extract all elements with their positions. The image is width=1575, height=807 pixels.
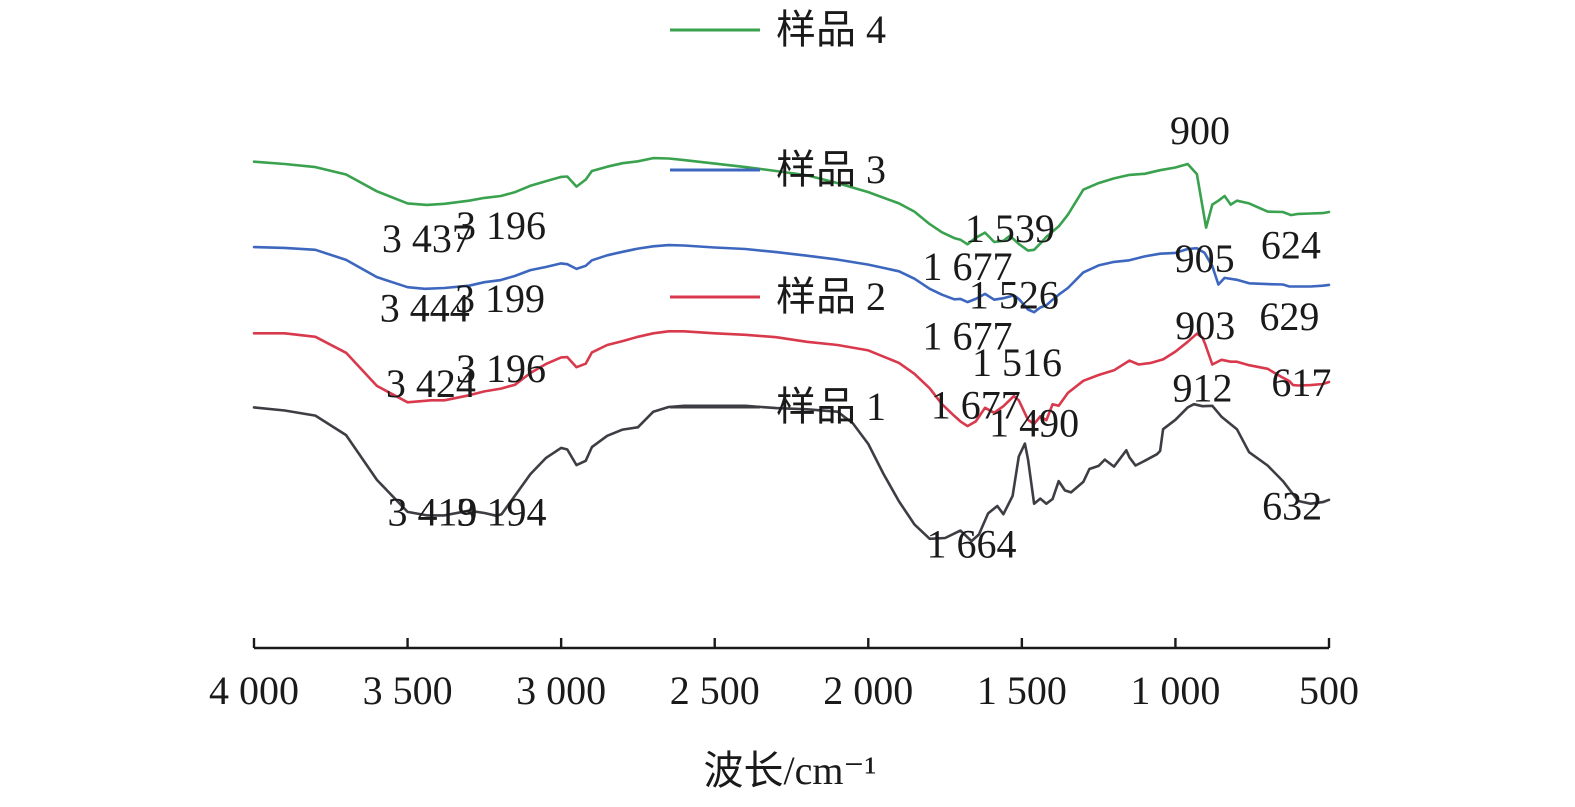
peak-label: 617 bbox=[1271, 360, 1331, 405]
peak-label: 1 539 bbox=[965, 206, 1055, 251]
x-tick-label: 500 bbox=[1299, 668, 1359, 713]
peak-label: 629 bbox=[1259, 294, 1319, 339]
peak-label: 3 194 bbox=[457, 490, 547, 535]
x-tick-label: 4 000 bbox=[209, 668, 299, 713]
x-tick-label: 3 000 bbox=[516, 668, 606, 713]
x-axis-label: 波长/cm⁻¹ bbox=[703, 748, 876, 793]
series-layer bbox=[252, 156, 1331, 543]
x-tick-label: 2 500 bbox=[670, 668, 760, 713]
peak-label: 905 bbox=[1175, 236, 1235, 281]
peak-label: 632 bbox=[1262, 483, 1322, 528]
peak-label: 1 677 bbox=[922, 314, 1012, 359]
peak-label: 3 419 bbox=[387, 490, 477, 535]
legend-label: 样品 1 bbox=[776, 384, 886, 429]
peak-label: 912 bbox=[1172, 366, 1232, 411]
legend-label: 样品 4 bbox=[776, 7, 886, 52]
peak-label: 1 677 bbox=[931, 383, 1021, 428]
legend-label: 样品 3 bbox=[776, 147, 886, 192]
peak-label: 900 bbox=[1170, 108, 1230, 153]
peak-label: 3 437 bbox=[382, 216, 472, 261]
x-tick-label: 2 000 bbox=[823, 668, 913, 713]
peak-label: 3 424 bbox=[386, 361, 476, 406]
peak-label: 1 490 bbox=[989, 401, 1079, 446]
series-line-样品-1 bbox=[252, 402, 1331, 543]
legend-label: 样品 2 bbox=[776, 274, 886, 319]
peak-label: 3 196 bbox=[456, 346, 546, 391]
peak-label: 1 664 bbox=[926, 522, 1016, 567]
x-axis: 4 000 3 500 3 000 2 500 2 000 1 500 1 000 500 bbox=[209, 638, 1359, 713]
peak-label: 1 526 bbox=[969, 273, 1059, 318]
x-tick-label: 3 500 bbox=[363, 668, 453, 713]
series-line-样品-4 bbox=[252, 156, 1331, 252]
peak-label: 3 199 bbox=[455, 276, 545, 321]
peak-label: 1 677 bbox=[922, 244, 1012, 289]
peak-label: 3 196 bbox=[456, 203, 546, 248]
legend: 样品 4 样品 3 样品 2 样品 1 bbox=[670, 7, 886, 429]
x-tick-label: 1 000 bbox=[1130, 668, 1220, 713]
peak-label: 624 bbox=[1261, 222, 1321, 267]
series-line-样品-2 bbox=[252, 330, 1331, 428]
peak-label: 903 bbox=[1175, 303, 1235, 348]
peak-label: 3 444 bbox=[380, 286, 470, 331]
x-tick-label: 1 500 bbox=[977, 668, 1067, 713]
peak-label: 1 516 bbox=[972, 340, 1062, 385]
series-line-样品-3 bbox=[252, 243, 1331, 314]
